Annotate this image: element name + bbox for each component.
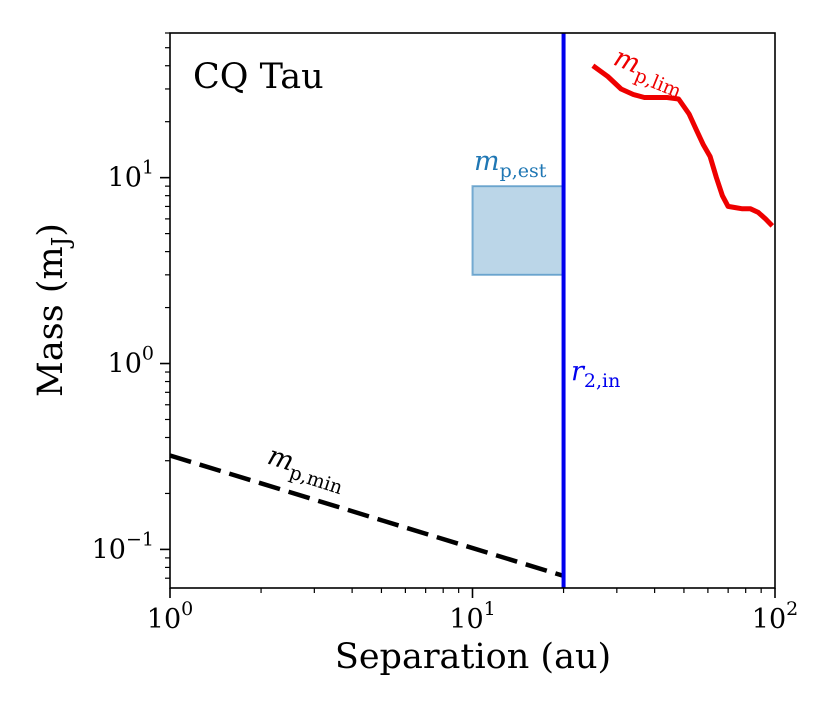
x-tick-label: 100 xyxy=(147,598,193,635)
mass-limit-curve xyxy=(591,63,775,228)
y-tick-label: 10−1 xyxy=(92,528,154,565)
axis-tick-labels: 100 101 102 10−1 100 101 xyxy=(92,157,799,635)
x-tick-label: 101 xyxy=(449,598,495,635)
axis-ticks xyxy=(160,32,776,598)
inner-radius-label: r2,in xyxy=(571,356,620,392)
estimated-mass-region xyxy=(471,185,565,276)
estimated-mass-label: mp,est xyxy=(474,146,547,182)
y-tick-label: 100 xyxy=(108,343,154,380)
min-mass-label: mp,min xyxy=(262,440,349,499)
chart-annotation-title: CQ Tau xyxy=(193,57,324,97)
plot-frame xyxy=(169,32,776,589)
x-tick-label: 102 xyxy=(752,598,798,635)
mass-limit-label: mp,lim xyxy=(608,42,690,103)
y-axis-label: Mass (mJ) xyxy=(31,223,75,397)
y-tick-label: 101 xyxy=(108,157,154,194)
min-mass-dashed-line xyxy=(169,453,565,579)
x-axis-label: Separation (au) xyxy=(335,637,611,677)
